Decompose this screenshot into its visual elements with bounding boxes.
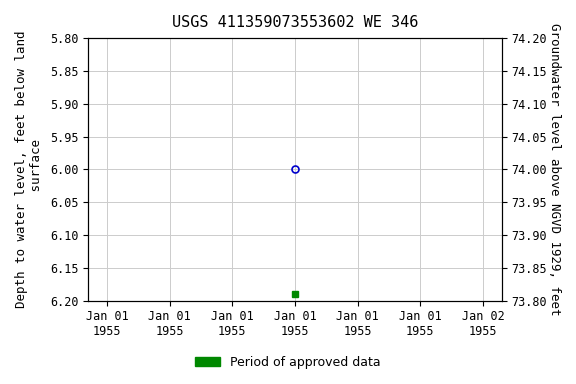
Y-axis label: Groundwater level above NGVD 1929, feet: Groundwater level above NGVD 1929, feet (548, 23, 561, 316)
Y-axis label: Depth to water level, feet below land
 surface: Depth to water level, feet below land su… (15, 31, 43, 308)
Legend: Period of approved data: Period of approved data (190, 351, 386, 374)
Title: USGS 411359073553602 WE 346: USGS 411359073553602 WE 346 (172, 15, 418, 30)
